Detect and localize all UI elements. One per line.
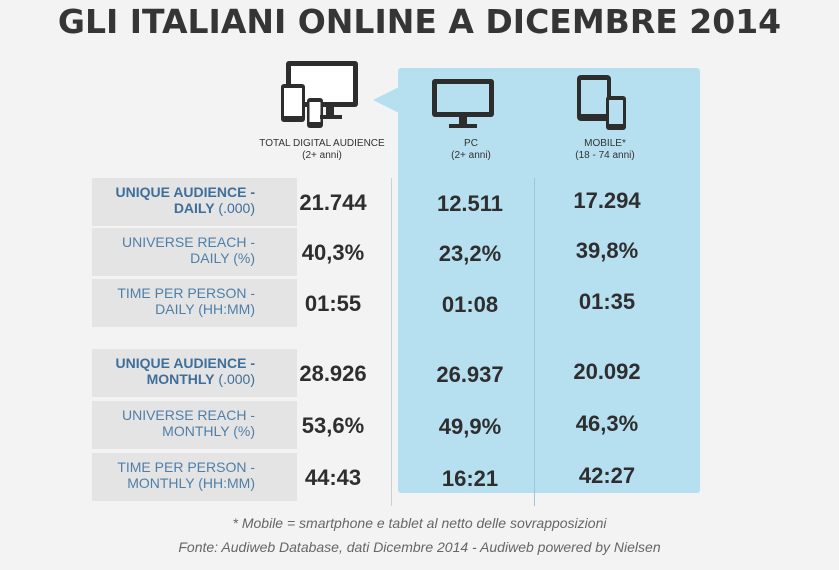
cell-value: 20.092: [573, 359, 641, 384]
cell-value: 44:43: [304, 465, 362, 490]
panel-callout-pointer: [373, 87, 399, 113]
cell-value: 17.294: [573, 188, 641, 213]
row-label: UNIQUE AUDIENCE - DAILY (.000): [115, 184, 256, 216]
row-label: UNIVERSE REACH - DAILY (%): [121, 234, 255, 266]
cell-value: 49,9%: [438, 414, 502, 439]
row-band: [92, 453, 297, 501]
monitor-icon: [432, 79, 494, 128]
column-header-mobile: MOBILE* (18 - 74 anni): [575, 138, 635, 161]
cell-value: 01:08: [441, 292, 499, 317]
row-band: [92, 401, 297, 449]
column-header-pc: PC (2+ anni): [451, 138, 491, 161]
column-divider: [534, 178, 535, 506]
cell-value: 23,2%: [438, 241, 502, 266]
cell-value: 53,6%: [301, 413, 365, 438]
footnote-mobile: * Mobile = smartphone e tablet al netto …: [232, 515, 607, 531]
row-label: UNIVERSE REACH - MONTHLY (%): [121, 407, 255, 439]
row-label: TIME PER PERSON - DAILY (HH:MM): [117, 285, 255, 317]
row-band: [92, 178, 297, 226]
page-title: GLI ITALIANI ONLINE A DICEMBRE 2014: [57, 2, 782, 41]
cell-value: 01:35: [578, 289, 636, 314]
cell-value: 46,3%: [575, 411, 639, 436]
cell-value: 21.744: [299, 190, 367, 215]
cell-value: 42:27: [578, 463, 636, 488]
row-band: [92, 228, 297, 276]
row-label: UNIQUE AUDIENCE - MONTHLY (.000): [115, 355, 256, 387]
column-header-total: TOTAL DIGITAL AUDIENCE (2+ anni): [259, 138, 385, 161]
cell-value: 40,3%: [301, 240, 365, 265]
column-divider: [391, 178, 392, 506]
mobile-tablet-icon: [577, 75, 626, 130]
footnote-source: Fonte: Audiweb Database, dati Dicembre 2…: [178, 539, 661, 555]
cell-value: 12.511: [436, 191, 504, 216]
row-band: [92, 349, 297, 397]
cell-value: 16:21: [441, 466, 499, 491]
row-band: [92, 279, 297, 327]
cell-value: 01:55: [304, 291, 362, 316]
cell-value: 39,8%: [575, 238, 639, 263]
multi-device-icon: [281, 61, 358, 128]
cell-value: 26.937: [436, 362, 504, 387]
cell-value: 28.926: [299, 361, 367, 386]
row-label: TIME PER PERSON - MONTHLY (HH:MM): [117, 459, 255, 491]
highlight-panel: [398, 68, 700, 493]
